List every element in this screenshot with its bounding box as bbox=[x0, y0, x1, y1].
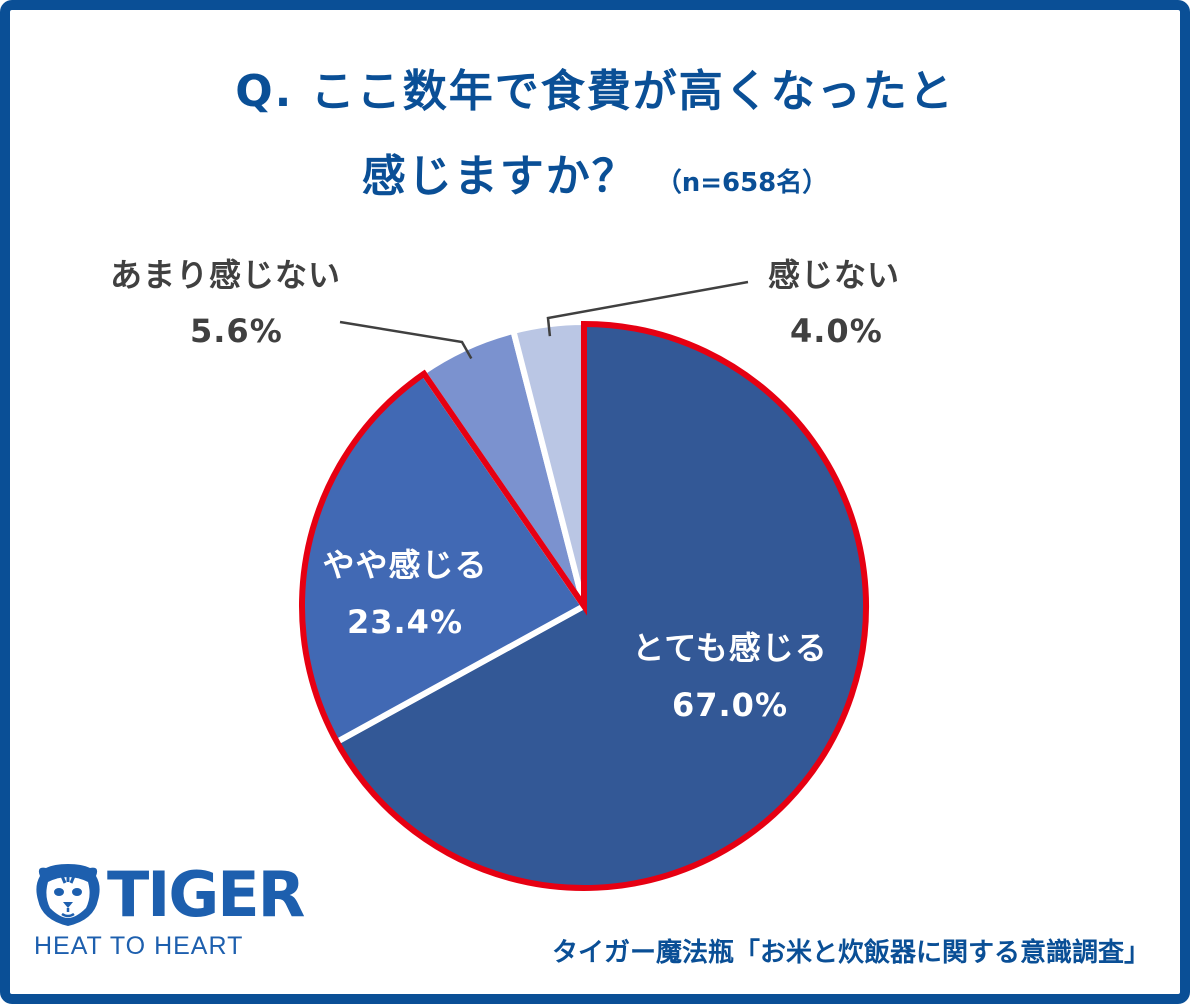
logo-wordmark: TIGER bbox=[107, 858, 305, 931]
chart-title-line2: 感じますか？ （n=658名） bbox=[0, 140, 1190, 204]
label-name-amari: あまり感じない bbox=[110, 256, 342, 294]
chart-title-question: 感じますか？ bbox=[361, 151, 638, 202]
logo-tagline: HEAT TO HEART bbox=[34, 932, 244, 960]
chart-title-line1: Q. ここ数年で食費が高くなったと bbox=[235, 66, 955, 117]
tiger-face-icon bbox=[36, 864, 100, 926]
label-name-kanjinai: 感じない bbox=[768, 256, 901, 294]
highlight-outline bbox=[299, 320, 869, 891]
source-note: タイガー魔法瓶「お米と炊飯器に関する意識調査」 bbox=[551, 938, 1150, 968]
label-value-amari: 5.6% bbox=[190, 312, 283, 350]
label-name-yaya: やや感じる bbox=[322, 546, 488, 584]
label-value-totemo: 67.0% bbox=[671, 686, 788, 724]
label-name-totemo: とても感じる bbox=[632, 629, 828, 667]
tiger-logo: TIGER HEAT TO HEART bbox=[32, 860, 305, 970]
label-value-kanjinai: 4.0% bbox=[790, 312, 883, 350]
leader-line-3 bbox=[339, 320, 473, 360]
sample-size: （n=658名） bbox=[655, 168, 829, 198]
label-value-yaya: 23.4% bbox=[346, 603, 463, 641]
leader-line-4 bbox=[546, 280, 749, 337]
